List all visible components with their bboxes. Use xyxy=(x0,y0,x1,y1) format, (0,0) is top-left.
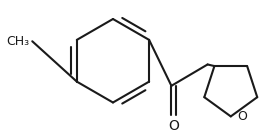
Text: O: O xyxy=(168,119,179,133)
Text: CH₃: CH₃ xyxy=(6,35,29,48)
Text: O: O xyxy=(237,110,247,123)
